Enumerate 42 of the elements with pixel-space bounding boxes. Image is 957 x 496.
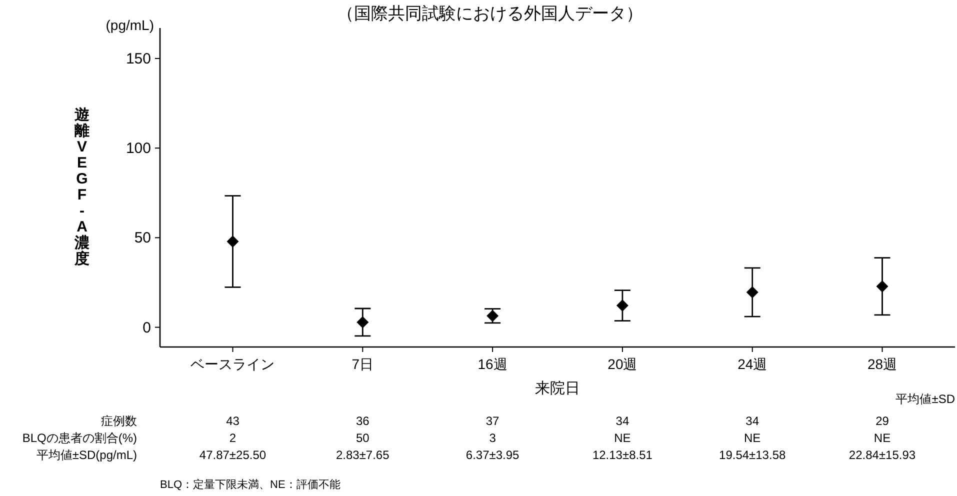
text: 平均値±SD(pg/mL) [36, 448, 137, 462]
text: 34 [616, 414, 630, 428]
text: NE [874, 431, 891, 445]
x-tick-label: 28週 [867, 356, 898, 372]
chart-title: （国際共同試験における外国人データ） [337, 4, 643, 23]
data-label: 47.87±25.50 [199, 448, 266, 462]
data-label: 22.84±15.93 [848, 448, 916, 462]
point [226, 235, 239, 248]
text: 平均値±SD [896, 392, 956, 406]
text: BLQの患者の割合(%) [22, 431, 137, 445]
x-axis-title: 来院日 [535, 380, 580, 397]
text: 29 [876, 414, 890, 428]
point [746, 286, 758, 298]
text: 43 [226, 414, 240, 428]
x-tick-label: 7日 [352, 356, 374, 372]
text: 遊離VEGF-A濃度 [74, 106, 90, 268]
text: 症例数 [101, 414, 137, 428]
text: BLQ：定量下限未満、NE：評価不能 [160, 478, 340, 491]
y-tick-label: 100 [126, 140, 151, 158]
point [356, 316, 369, 328]
data-label: 2.83±7.65 [336, 448, 390, 462]
text: 2 [229, 431, 236, 445]
x-tick-label: 24週 [738, 356, 768, 372]
data-label: 12.13±8.51 [592, 448, 653, 462]
y-tick-label: 50 [134, 230, 151, 247]
point [876, 280, 888, 292]
text: 50 [356, 431, 370, 445]
x-tick-label: 20週 [608, 356, 638, 372]
text: NE [614, 431, 631, 445]
y-tick-label: 0 [142, 319, 151, 336]
text: 36 [356, 414, 370, 428]
y-tick-label: 150 [126, 50, 151, 68]
point [616, 300, 628, 312]
data-label: 6.37±3.95 [466, 448, 520, 462]
text: 34 [746, 414, 760, 428]
x-tick-label: 16週 [478, 356, 508, 372]
text: 3 [489, 431, 496, 445]
text: 37 [486, 414, 500, 428]
x-tick-label: ベースライン [190, 356, 275, 372]
data-label: 19.54±13.58 [719, 448, 786, 462]
text: NE [744, 431, 761, 445]
text: (pg/mL) [106, 17, 154, 33]
